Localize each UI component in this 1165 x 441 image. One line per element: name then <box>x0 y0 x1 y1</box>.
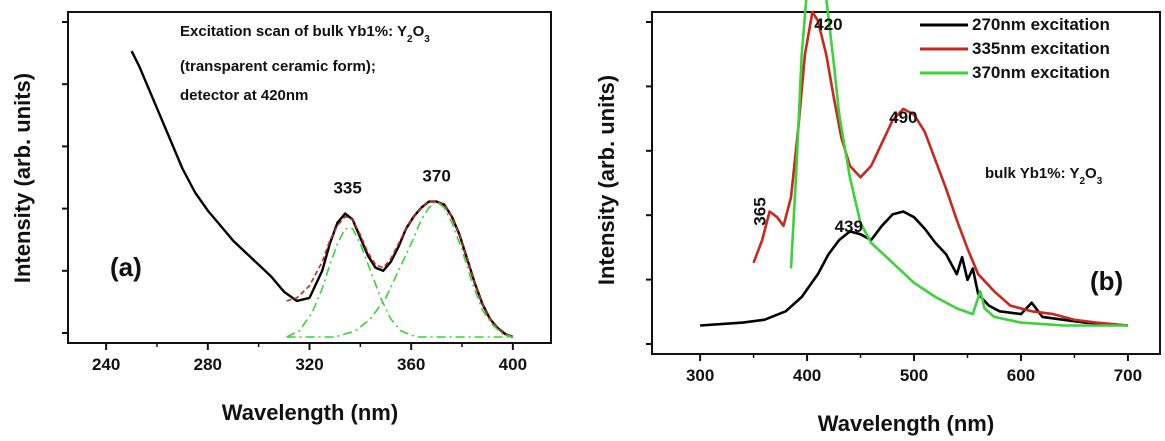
x-ticks-b: 300 400 500 600 700 <box>686 354 1142 385</box>
annotation-a-line2: (transparent ceramic form); <box>180 58 376 75</box>
x-axis-label-a: Wavelength (nm) <box>222 400 398 425</box>
peak-label: 439 <box>835 217 863 236</box>
panel-a: 240 280 320 360 400 335 370 Wavelength (nm) I… <box>10 11 552 425</box>
component-line <box>286 200 514 338</box>
series-line-335nm-excitation <box>752 10 1129 327</box>
x-tick-label: 700 <box>1114 366 1142 385</box>
y-ticks-b <box>646 21 652 345</box>
x-tick-label: 320 <box>295 355 323 374</box>
series-line-270nm-excitation <box>700 210 1128 327</box>
legend-entry: 335nm excitation <box>972 39 1110 58</box>
x-tick-label: 280 <box>194 355 222 374</box>
panel-label-a: (a) <box>110 252 142 282</box>
peak-labels-a: 335 370 <box>333 167 450 198</box>
x-tick-label: 400 <box>793 366 821 385</box>
peak-labels-b: 420 490 365 439 <box>751 15 918 236</box>
annotation-b: bulk Yb1%: Y2O3 <box>985 165 1103 187</box>
series-line-370nm-excitation <box>789 0 1128 327</box>
legend-entry: 270nm excitation <box>972 15 1110 34</box>
fit-line <box>286 200 514 338</box>
annotation-a-line1: Excitation scan of bulk Yb1%: Y2O3 <box>180 23 430 45</box>
series-group-b <box>700 0 1129 327</box>
peak-label: 420 <box>814 15 842 34</box>
x-tick-label: 360 <box>397 355 425 374</box>
x-axis-label-b: Wavelength (nm) <box>818 411 994 436</box>
legend-entry: 370nm excitation <box>972 63 1110 82</box>
x-tick-label: 500 <box>900 366 928 385</box>
y-ticks-a <box>62 21 68 334</box>
peak-label: 365 <box>751 197 770 225</box>
legend-b: 270nm excitation 335nm excitation 370nm ex… <box>920 15 1110 82</box>
y-axis-label-b: Intensity (arb. units) <box>594 75 619 285</box>
x-tick-label: 240 <box>92 355 120 374</box>
series-group-a <box>130 50 514 339</box>
x-ticks-a: 240 280 320 360 400 <box>92 343 527 374</box>
x-tick-label: 600 <box>1007 366 1035 385</box>
plot-frame-b <box>651 11 1161 355</box>
y-axis-label-a: Intensity (arb. units) <box>10 73 35 283</box>
peak-label: 335 <box>333 179 361 198</box>
peak-label: 370 <box>422 167 450 186</box>
panel-b: 300 400 500 600 700 420 490 365 439 Wavelength … <box>594 0 1161 436</box>
component-line <box>286 227 513 338</box>
x-tick-label: 300 <box>686 366 714 385</box>
annotation-a-line3: detector at 420nm <box>180 87 308 104</box>
peak-label: 490 <box>889 108 917 127</box>
panel-label-b: (b) <box>1090 266 1123 296</box>
x-tick-label: 400 <box>499 355 527 374</box>
